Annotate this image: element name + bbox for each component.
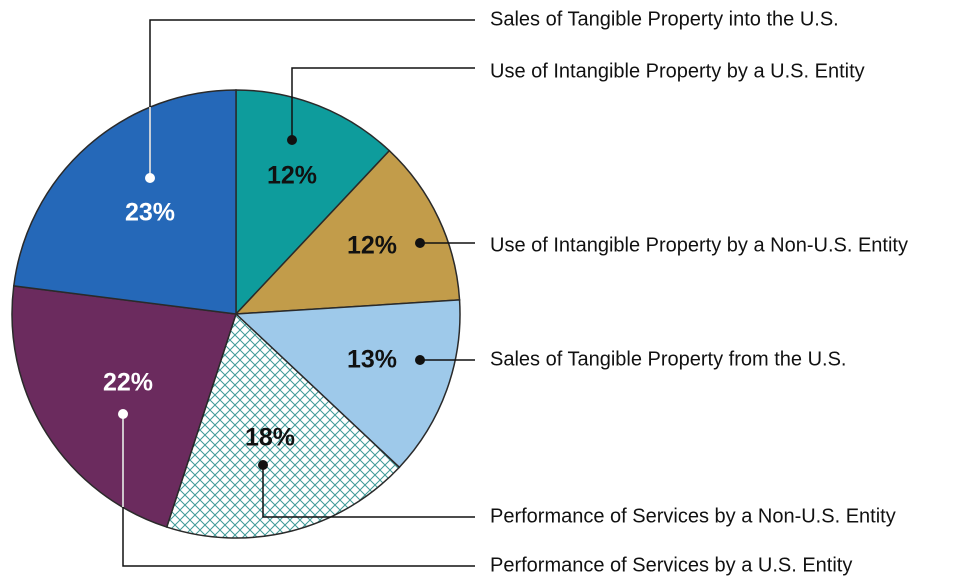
leader-line bbox=[291, 67, 475, 140]
legend-label: Use of Intangible Property by a Non-U.S.… bbox=[490, 234, 908, 256]
leader-dot bbox=[415, 355, 425, 365]
pie-slice bbox=[11, 285, 237, 528]
legend-label: Performance of Services by a U.S. Entity bbox=[490, 554, 852, 576]
percent-label: 23% bbox=[125, 199, 175, 227]
pie-slice bbox=[165, 312, 401, 539]
pie-slice bbox=[234, 149, 461, 315]
legend-label: Performance of Services by a Non-U.S. En… bbox=[490, 505, 896, 527]
percent-label: 22% bbox=[103, 369, 153, 397]
leader-dot bbox=[258, 460, 268, 470]
leader-dot bbox=[287, 135, 297, 145]
leader-dot bbox=[118, 409, 128, 419]
legend-label: Sales of Tangible Property from the U.S. bbox=[490, 348, 846, 370]
leader-dot bbox=[415, 238, 425, 248]
leader-dot bbox=[145, 173, 155, 183]
pie-slice bbox=[12, 89, 237, 315]
percent-label: 13% bbox=[347, 346, 397, 374]
pie-slice bbox=[234, 299, 461, 469]
legend-label: Sales of Tangible Property into the U.S. bbox=[490, 8, 839, 30]
legend-label: Use of Intangible Property by a U.S. Ent… bbox=[490, 60, 865, 82]
percent-label: 18% bbox=[245, 424, 295, 452]
percent-label: 12% bbox=[347, 232, 397, 260]
leader-line bbox=[262, 465, 475, 518]
percent-label: 12% bbox=[267, 162, 317, 190]
pie-slice bbox=[235, 89, 391, 316]
